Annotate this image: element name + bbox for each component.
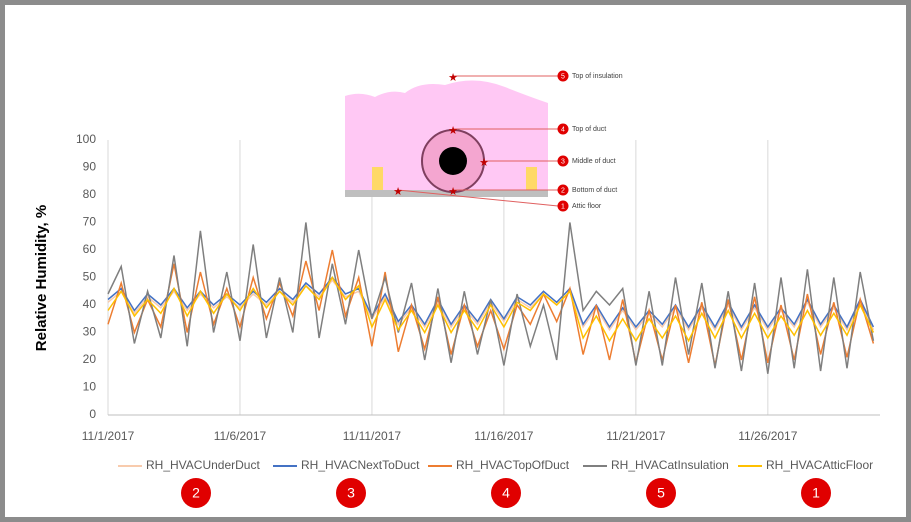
callout-star: ★ xyxy=(448,186,458,198)
callout-number: 5 xyxy=(561,73,565,80)
callouts: ★ 5 Top of insulation ★ 4 Top of duct ★ 3 Middle… xyxy=(393,70,623,212)
callout-star: ★ xyxy=(393,186,403,198)
x-tick-label: 11/26/2017 xyxy=(738,429,797,443)
plot-area: 0 10 20 30 40 50 60 70 80 90 100 11/1/2017 11/6/2017… xyxy=(76,132,880,443)
chart: Relative Humidity, % 0 10 20 30 40 50 60 70 80 90… xyxy=(33,70,880,508)
legend-badge-number: 1 xyxy=(812,485,820,501)
callout-number: 3 xyxy=(561,158,565,165)
callout-star: ★ xyxy=(448,72,458,84)
y-tick-label: 100 xyxy=(76,132,96,146)
legend-label: RH_HVACAtticFloor xyxy=(766,458,873,472)
legend-label: RH_HVACTopOfDuct xyxy=(456,458,570,472)
x-tick-label: 11/11/2017 xyxy=(343,429,402,443)
callout-star: ★ xyxy=(479,157,489,169)
x-tick-label: 11/6/2017 xyxy=(214,429,267,443)
x-tick-label: 11/1/2017 xyxy=(82,429,135,443)
legend-badge xyxy=(181,478,211,508)
legend-badge xyxy=(801,478,831,508)
callout-label: Middle of duct xyxy=(572,158,616,165)
y-tick-label: 90 xyxy=(83,160,97,174)
x-tick-label: 11/16/2017 xyxy=(474,429,533,443)
callout-number: 4 xyxy=(561,126,565,133)
y-tick-label: 30 xyxy=(83,325,97,339)
y-tick-label: 0 xyxy=(89,407,96,421)
callout-badge xyxy=(557,200,569,212)
legend-badge-number: 3 xyxy=(347,485,355,501)
y-tick-label: 80 xyxy=(83,187,97,201)
legend-label: RH_HVACNextToDuct xyxy=(301,458,420,472)
callout-badge xyxy=(557,70,569,82)
callout-label: Top of duct xyxy=(572,126,606,133)
joist xyxy=(372,167,383,190)
callout-badge xyxy=(557,123,569,135)
callout-line xyxy=(397,189,559,207)
legend-badge xyxy=(646,478,676,508)
callout-number: 1 xyxy=(561,203,565,210)
callout-badge xyxy=(557,155,569,167)
callout-label: Attic floor xyxy=(572,203,602,210)
legend-badge-number: 4 xyxy=(502,485,510,501)
y-axis-label: Relative Humidity, % xyxy=(33,205,50,351)
y-tick-label: 20 xyxy=(83,352,97,366)
legend-badge-number: 2 xyxy=(192,485,200,501)
legend-label: RH_HVACatInsulation xyxy=(611,458,729,472)
joist xyxy=(526,167,537,190)
legend-badge xyxy=(491,478,521,508)
callout-label: Top of insulation xyxy=(572,73,623,80)
duct-diagram xyxy=(345,80,548,197)
x-tick-label: 11/21/2017 xyxy=(606,429,665,443)
legend-label: RH_HVACUnderDuct xyxy=(146,458,260,472)
series-line xyxy=(107,222,875,374)
y-tick-label: 70 xyxy=(83,215,97,229)
y-tick-label: 40 xyxy=(83,297,97,311)
legend-badge-number: 5 xyxy=(657,485,665,501)
series-line xyxy=(107,276,875,343)
legend: RH_HVACUnderDuct RH_HVACNextToDuct RH_HVAC… xyxy=(118,458,873,508)
callout-star: ★ xyxy=(448,125,458,137)
attic-floor xyxy=(345,190,548,197)
legend-badge xyxy=(336,478,366,508)
y-tick-label: 50 xyxy=(83,270,97,284)
y-tick-label: 60 xyxy=(83,242,97,256)
callout-number: 2 xyxy=(561,187,565,194)
duct-core xyxy=(439,147,467,175)
callout-badge xyxy=(557,184,569,196)
y-tick-label: 10 xyxy=(83,380,97,394)
callout-label: Bottom of duct xyxy=(572,187,617,194)
